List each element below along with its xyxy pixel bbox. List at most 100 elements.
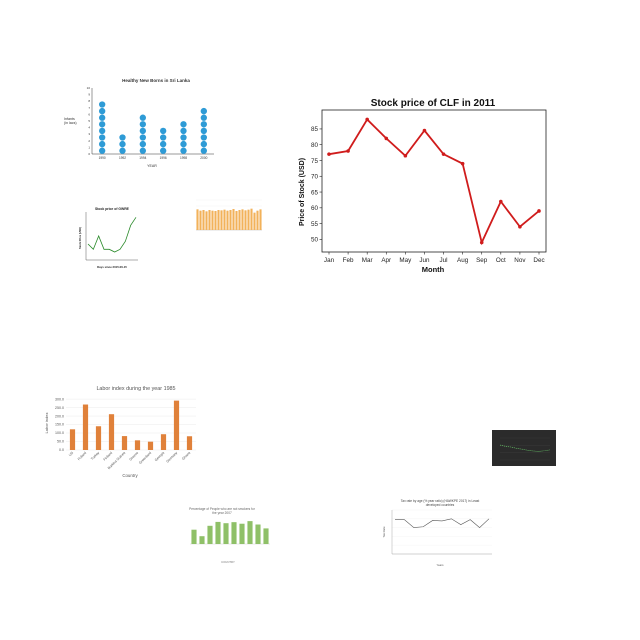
orange-bars-bar — [208, 210, 211, 230]
clf-stock-y-tick: 70 — [311, 174, 319, 181]
healthy-births-icon — [139, 140, 147, 148]
labor-index-x-tick: Greece — [129, 451, 140, 462]
healthy-births-icon — [98, 101, 106, 108]
non-smokers-bar — [239, 523, 245, 544]
healthy-births-icon — [98, 114, 106, 121]
labor-index-bar — [147, 441, 154, 450]
orange-bars-svg — [196, 199, 262, 231]
clf-stock-point — [403, 153, 408, 158]
clf-stock-point — [479, 240, 484, 245]
small-stock-series-line — [87, 217, 137, 253]
orange-bars-chart — [184, 194, 266, 240]
tax-rate-series-line — [395, 518, 490, 529]
labor-index-y-tick: 100.0 — [55, 431, 64, 435]
orange-bars-bar — [223, 209, 226, 230]
orange-bars-bar — [217, 210, 220, 230]
clf-stock-y-tick: 65 — [311, 189, 319, 196]
labor-index-bar — [82, 404, 89, 450]
labor-index-y-tick: 300.0 — [55, 397, 64, 401]
clf-stock-x-tick: Oct — [496, 257, 506, 264]
clf-stock-x-tick: Nov — [514, 257, 526, 264]
small-stock-chart: Stock price of GWRE Days since 2015-06-1… — [76, 204, 142, 270]
healthy-births-svg: Healthy New Borns in Sri Lanka Infants (… — [64, 78, 214, 168]
healthy-births-icon — [98, 127, 106, 135]
clf-stock-point — [441, 152, 446, 156]
clf-stock-x-tick: Feb — [343, 257, 354, 264]
clf-stock-point — [384, 136, 389, 141]
clf-stock-x-tick: Mar — [362, 257, 373, 264]
labor-index-x-tick: Finland — [103, 451, 114, 462]
labor-index-y-tick: 0.0 — [59, 448, 64, 452]
clf-stock-y-tick: 50 — [311, 237, 319, 244]
non-smokers-bar — [191, 529, 197, 544]
non-smokers-bar — [231, 522, 237, 544]
healthy-births-icon — [200, 107, 208, 115]
labor-index-bar — [69, 429, 76, 450]
orange-bars-bar — [229, 210, 232, 230]
orange-bars-bar — [256, 210, 259, 230]
tax-rate-ylabel: Tax Rate — [382, 526, 386, 537]
orange-bars-bar — [241, 209, 244, 230]
healthy-births-ylabel-2: (in lacs) — [64, 121, 77, 125]
labor-index-x-tick: Turkey — [90, 451, 100, 461]
non-smokers-title-2: the year 2007 — [212, 511, 232, 515]
orange-bars-bar — [220, 210, 223, 230]
labor-index-x-tick: Germany — [166, 451, 179, 464]
clf-stock-ylabel: Price of Stock (USD) — [299, 158, 306, 226]
clf-stock-point — [518, 224, 522, 229]
healthy-births-x-tick: 1990 — [99, 156, 106, 160]
healthy-births-icon — [180, 147, 187, 154]
non-smokers-bar — [199, 536, 205, 544]
healthy-births-icon — [98, 147, 106, 154]
small-stock-title: Stock price of GWRE — [95, 207, 130, 211]
orange-bars-bar — [253, 212, 256, 230]
healthy-births-icon — [180, 134, 187, 141]
clf-stock-x-tick: Jul — [440, 257, 448, 264]
small-stock-svg: Stock price of GWRE Days since 2015-06-1… — [78, 207, 138, 269]
tax-rate-title-2: developed countries — [426, 503, 455, 507]
healthy-births-y-tick: 7 — [88, 106, 90, 110]
labor-index-bar — [95, 426, 102, 450]
clf-stock-point — [537, 209, 541, 213]
labor-index-xlabel: Country — [122, 473, 138, 478]
healthy-births-icon — [180, 140, 187, 148]
healthy-births-x-tick: 1994 — [139, 156, 146, 160]
healthy-births-x-tick: 1998 — [180, 156, 187, 160]
healthy-births-y-tick: 8 — [88, 99, 90, 103]
dark-line-chart — [492, 430, 556, 466]
non-smokers-chart: Percentage of People who are not smokers… — [174, 504, 274, 566]
healthy-births-icon — [119, 134, 126, 141]
clf-stock-title: Stock price of CLF in 2011 — [371, 98, 496, 109]
clf-stock-y-tick: 85 — [311, 126, 319, 133]
healthy-births-y-tick: 1 — [88, 145, 90, 149]
labor-index-bar — [173, 400, 180, 450]
healthy-births-icon — [159, 147, 167, 154]
labor-index-x-tick: US — [68, 450, 75, 457]
clf-stock-plot-frame — [321, 109, 547, 253]
labor-index-x-tick: Poland — [77, 451, 87, 461]
tax-rate-title-1: Tax rate by age (% year ratio) (HAWKPE 2… — [401, 499, 480, 503]
clf-stock-point — [460, 161, 465, 166]
non-smokers-title-1: Percentage of People who are not smokers… — [189, 507, 256, 511]
healthy-births-icon — [159, 127, 167, 135]
clf-stock-x-tick: Jun — [419, 257, 430, 264]
small-stock-ylabel: Stock Price (USD) — [78, 227, 82, 249]
labor-index-title: Labor index during the year 1985 — [96, 386, 175, 392]
clf-stock-point — [365, 117, 369, 122]
healthy-births-icon — [200, 147, 208, 154]
labor-index-ylabel: Labor index — [44, 413, 49, 434]
clf-stock-point — [422, 128, 427, 133]
tax-rate-svg: Tax rate by age (% year ratio) (HAWKPE 2… — [382, 499, 492, 567]
orange-bars-bar — [205, 211, 208, 230]
non-smokers-bar — [215, 521, 221, 544]
clf-stock-x-tick: Dec — [533, 257, 544, 264]
healthy-births-icon — [139, 147, 147, 154]
orange-bars-bar — [226, 210, 229, 230]
healthy-births-icon — [98, 107, 106, 115]
tax-rate-xlabel: Years — [436, 563, 444, 567]
non-smokers-xlabel: COUNTRY — [221, 560, 235, 564]
tax-rate-chart: Tax rate by age (% year ratio) (HAWKPE 2… — [378, 496, 498, 568]
healthy-births-icon — [159, 134, 167, 141]
labor-index-y-tick: 50.0 — [57, 440, 64, 444]
labor-index-bar — [121, 436, 128, 450]
